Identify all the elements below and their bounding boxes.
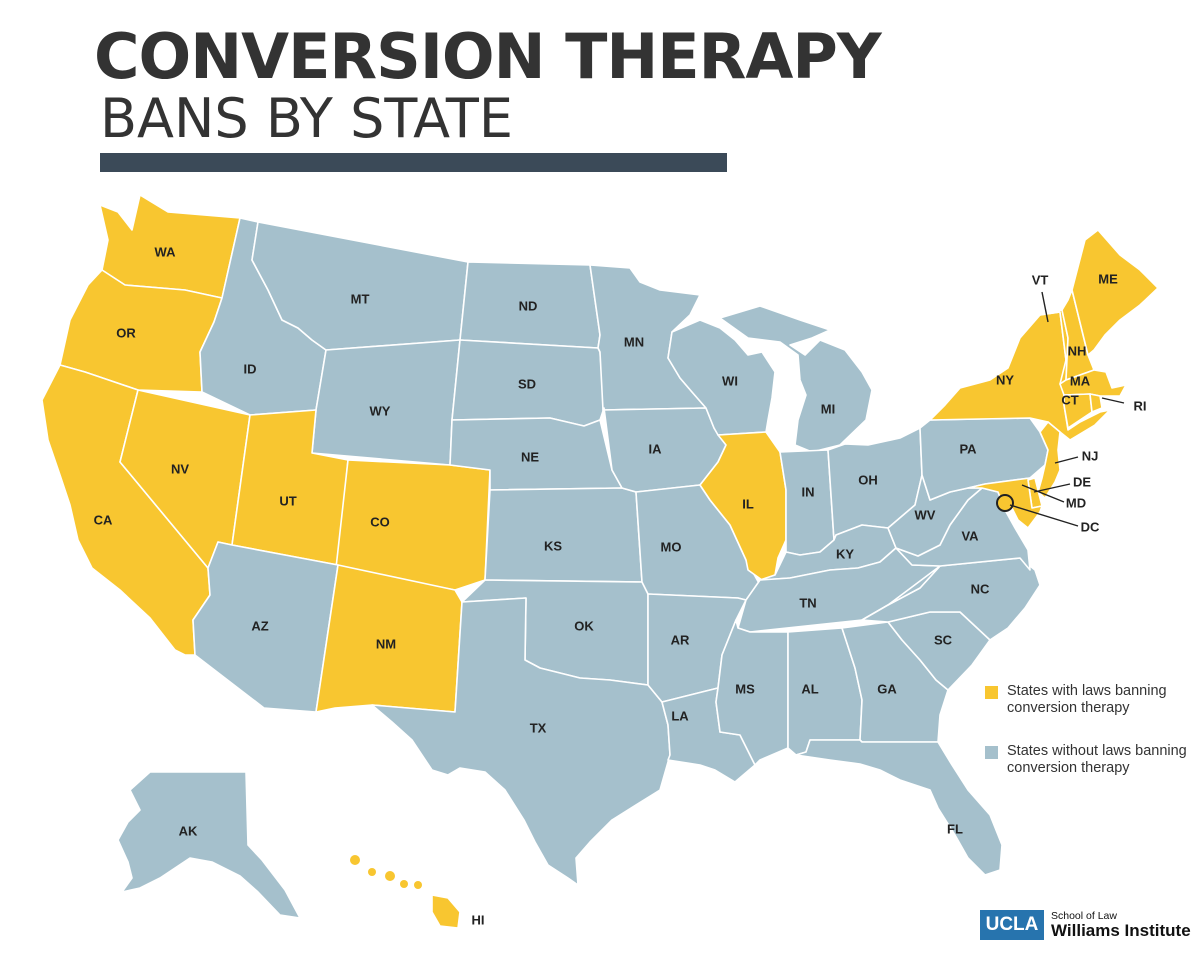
- leader-line-de: [1033, 483, 1071, 493]
- state-label-mi: MI: [821, 401, 835, 416]
- state-label-wy: WY: [370, 403, 391, 418]
- logo-institute: Williams Institute: [1051, 921, 1191, 940]
- state-ks: [484, 487, 643, 583]
- state-label-ri: RI: [1134, 398, 1147, 413]
- state-label-ks: KS: [544, 538, 562, 553]
- legend-item-no-ban: States without laws banning conversion t…: [985, 743, 1195, 777]
- state-label-nd: ND: [519, 298, 538, 313]
- state-label-wi: WI: [722, 373, 738, 388]
- state-label-vt: VT: [1032, 272, 1049, 287]
- legend-label-no-ban: States without laws banning conversion t…: [1007, 743, 1187, 776]
- state-hi-island: [414, 881, 422, 889]
- state-label-hi: HI: [472, 912, 485, 927]
- state-label-ms: MS: [735, 681, 755, 696]
- state-label-ar: AR: [671, 632, 690, 647]
- state-nh: [1061, 289, 1095, 381]
- state-hi-island: [400, 880, 408, 888]
- state-label-dc: DC: [1081, 519, 1100, 534]
- state-label-mn: MN: [624, 334, 644, 349]
- state-ak: [117, 771, 301, 919]
- state-label-al: AL: [801, 681, 818, 696]
- page-subtitle: BANS BY STATE: [100, 87, 513, 150]
- state-label-va: VA: [961, 528, 979, 543]
- state-label-nh: NH: [1068, 343, 1087, 358]
- state-label-or: OR: [116, 325, 136, 340]
- state-nj: [1037, 421, 1061, 499]
- state-ct: [1063, 393, 1093, 429]
- state-label-ak: AK: [179, 823, 198, 838]
- leader-line-dc: [1009, 504, 1079, 527]
- state-label-nc: NC: [971, 581, 990, 596]
- state-label-il: IL: [742, 496, 754, 511]
- state-label-nm: NM: [376, 636, 396, 651]
- state-hi: [431, 894, 461, 929]
- state-label-mt: MT: [351, 291, 370, 306]
- state-label-tn: TN: [799, 595, 816, 610]
- state-mi: [719, 305, 873, 453]
- state-label-la: LA: [671, 708, 689, 723]
- state-label-fl: FL: [947, 821, 963, 836]
- state-label-ut: UT: [279, 493, 296, 508]
- state-hi-island: [385, 871, 395, 881]
- state-label-ne: NE: [521, 449, 539, 464]
- state-label-oh: OH: [858, 472, 878, 487]
- state-label-pa: PA: [959, 441, 977, 456]
- leader-line-md: [1021, 484, 1065, 503]
- state-tx: [371, 597, 671, 886]
- legend-label-ban: States with laws banning conversion ther…: [1007, 683, 1167, 716]
- state-me: [1071, 229, 1159, 356]
- state-label-wa: WA: [155, 244, 177, 259]
- state-label-in: IN: [802, 484, 815, 499]
- state-ri: [1089, 393, 1103, 413]
- state-label-ia: IA: [649, 441, 663, 456]
- state-label-me: ME: [1098, 271, 1118, 286]
- state-label-md: MD: [1066, 495, 1086, 510]
- leader-line-nj: [1054, 456, 1079, 464]
- state-label-ny: NY: [996, 372, 1014, 387]
- state-label-wv: WV: [915, 507, 936, 522]
- state-in: [779, 449, 835, 556]
- state-label-ma: MA: [1070, 373, 1091, 388]
- state-label-ct: CT: [1061, 392, 1078, 407]
- state-label-az: AZ: [251, 618, 268, 633]
- state-label-de: DE: [1073, 474, 1091, 489]
- leader-line-ri: [1101, 397, 1125, 404]
- state-label-sc: SC: [934, 632, 953, 647]
- state-label-co: CO: [370, 514, 390, 529]
- logo-mark: UCLA: [980, 910, 1044, 940]
- state-label-mo: MO: [661, 539, 682, 554]
- state-label-ok: OK: [574, 618, 594, 633]
- leader-line-vt: [1041, 291, 1049, 323]
- state-label-ga: GA: [877, 681, 897, 696]
- state-label-ca: CA: [94, 512, 113, 527]
- legend: States with laws banning conversion ther…: [985, 683, 1195, 803]
- page-title: CONVERSION THERAPY: [94, 20, 882, 93]
- state-label-nj: NJ: [1082, 448, 1099, 463]
- logo-school: School of Law: [1051, 910, 1117, 922]
- state-hi-island: [350, 855, 360, 865]
- state-dc-marker: [996, 494, 1014, 512]
- state-label-tx: TX: [530, 720, 547, 735]
- state-fl: [795, 739, 1003, 876]
- legend-swatch-ban: [985, 686, 998, 699]
- legend-swatch-no-ban: [985, 746, 998, 759]
- state-label-nv: NV: [171, 461, 189, 476]
- state-label-ky: KY: [836, 546, 854, 561]
- state-wi: [667, 319, 776, 436]
- state-label-sd: SD: [518, 376, 536, 391]
- state-hi-island: [368, 868, 376, 876]
- legend-item-ban: States with laws banning conversion ther…: [985, 683, 1195, 717]
- state-label-id: ID: [244, 361, 257, 376]
- title-underline: [100, 153, 727, 172]
